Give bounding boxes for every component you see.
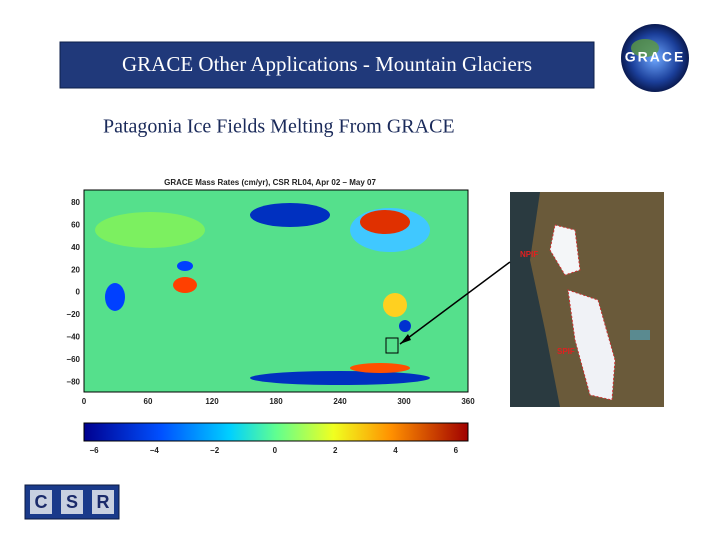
title: GRACE Other Applications - Mountain Glac…	[122, 52, 532, 76]
x-tick-label: 120	[205, 397, 219, 406]
x-tick-label: 0	[82, 397, 87, 406]
x-tick-label: 300	[397, 397, 411, 406]
y-tick-label: 80	[71, 198, 80, 207]
csr-letter: C	[35, 492, 48, 512]
figure-title: GRACE Mass Rates (cm/yr), CSR RL04, Apr …	[164, 178, 376, 187]
colorbar-tick-label: 2	[333, 446, 338, 455]
map	[83, 189, 469, 393]
globe-logo: GRACE	[621, 24, 689, 92]
satellite-inset	[510, 192, 664, 407]
y-tick-label: −80	[66, 377, 80, 386]
y-tick-label: 40	[71, 243, 80, 252]
x-axis: 0 60 120 180 240 300 360	[82, 397, 475, 406]
y-tick-label: 0	[76, 288, 81, 297]
inset-label: NPIF	[520, 250, 538, 259]
y-tick-label: 20	[71, 265, 80, 274]
x-tick-label: 60	[144, 397, 153, 406]
colorbar-tick-label: 4	[393, 446, 398, 455]
csr-letter: S	[66, 492, 78, 512]
colorbar-tick-label: 6	[454, 446, 459, 455]
pointer-arrow	[399, 261, 511, 345]
inset-label: SPIF	[557, 347, 575, 356]
y-tick-label: 60	[71, 221, 80, 230]
csr-logo: C S R	[24, 484, 120, 520]
y-tick-label: −60	[66, 355, 80, 364]
subtitle: Patagonia Ice Fields Melting From GRACE	[103, 116, 455, 138]
x-tick-label: 360	[461, 397, 475, 406]
colorbar-axis: −6 −4 −2 0 2 4 6	[89, 446, 458, 455]
grace-logo-text: GRACE	[625, 49, 686, 65]
y-tick-label: −20	[66, 310, 80, 319]
y-tick-label: −40	[66, 333, 80, 342]
title-box	[59, 41, 595, 89]
colorbar-tick-label: −2	[210, 446, 220, 455]
y-axis: 80 60 40 20 0 −20 −40 −60 −80	[66, 198, 80, 386]
colorbar	[83, 422, 469, 442]
colorbar-tick-label: −6	[89, 446, 99, 455]
x-tick-label: 180	[269, 397, 283, 406]
csr-letter: R	[97, 492, 110, 512]
colorbar-tick-label: 0	[273, 446, 278, 455]
arrow-head	[400, 334, 411, 344]
x-tick-label: 240	[333, 397, 347, 406]
colorbar-tick-label: −4	[150, 446, 160, 455]
